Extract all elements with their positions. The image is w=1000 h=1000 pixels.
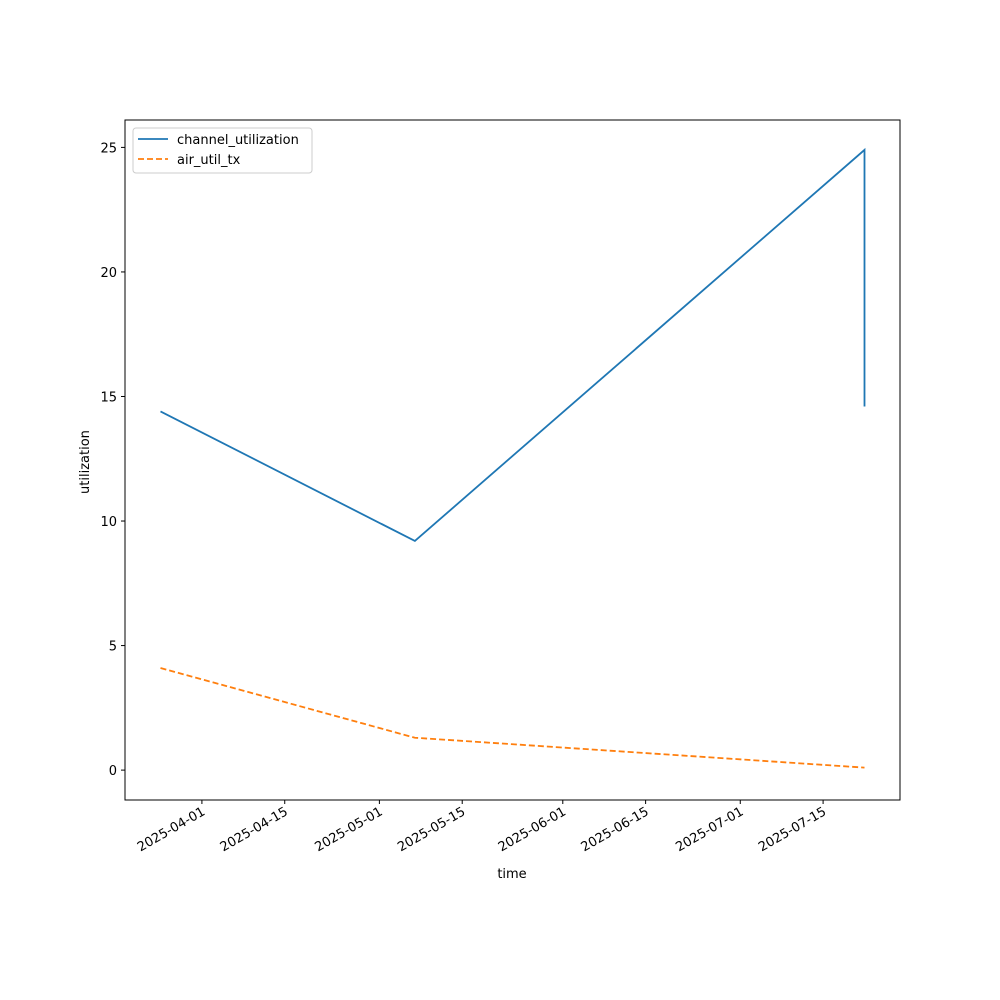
legend-box (132, 127, 313, 174)
y-tick-label: 5 (109, 640, 117, 655)
y-tick-label: 0 (109, 764, 117, 779)
x-tick-label: 2025-04-01 (135, 804, 208, 855)
legend-label: air_util_tx (177, 153, 241, 168)
data-line (160, 667, 865, 769)
data-line (160, 147, 866, 543)
plot-frame (124, 119, 901, 801)
y-tick-label: 25 (100, 141, 117, 156)
x-tick-label: 2025-05-15 (395, 804, 468, 855)
x-tick-label: 2025-06-01 (496, 804, 569, 855)
x-tick-label: 2025-07-15 (756, 804, 829, 855)
y-tick-label: 15 (100, 390, 117, 405)
y-tick-label: 20 (100, 266, 117, 281)
x-tick-label: 2025-05-01 (312, 804, 385, 855)
x-axis-label: time (497, 867, 526, 882)
x-tick-label: 2025-07-01 (673, 804, 746, 855)
y-tick-label: 10 (100, 515, 117, 530)
legend-label: channel_utilization (177, 133, 299, 148)
y-axis-label: utilization (78, 430, 93, 494)
x-tick-label: 2025-06-15 (579, 804, 652, 855)
x-tick-label: 2025-04-15 (218, 804, 291, 855)
